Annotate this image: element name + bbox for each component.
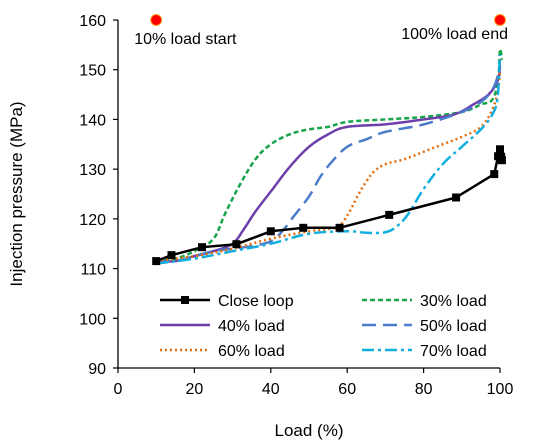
series-line-40pct-load [156, 64, 502, 263]
y-axis-label: Injection pressure (MPa) [7, 101, 26, 286]
x-tick-label-0: 0 [114, 381, 123, 398]
legend-label-70pct-load: 70% load [420, 343, 487, 360]
legend-label-close-loop: Close loop [218, 293, 294, 310]
annotation-marker-0 [150, 14, 163, 26]
data-point-close-loop-3 [232, 240, 241, 249]
data-point-close-loop-9 [490, 170, 499, 179]
x-tick-label-40: 40 [262, 381, 280, 398]
y-tick-label-160: 160 [79, 13, 106, 30]
annotation-label-1: 100% load end [401, 26, 508, 43]
data-point-close-loop-1 [167, 251, 176, 260]
y-tick-label-110: 110 [80, 262, 106, 279]
legend-marker-close-loop [181, 296, 189, 304]
series-line-30pct-load [156, 47, 504, 263]
y-tick-label-100: 100 [79, 311, 106, 328]
x-tick-label-80: 80 [415, 381, 433, 398]
x-tick-label-100: 100 [487, 381, 514, 398]
x-axis-label: Load (%) [275, 421, 344, 440]
annotation-marker-1 [494, 14, 506, 26]
y-tick-label-140: 140 [79, 112, 106, 129]
legend-label-50pct-load: 50% load [420, 318, 487, 335]
x-tick-label-60: 60 [338, 381, 356, 398]
axes-group: 0 20 40 60 80 100 90 100 110 120 130 140 150 160 Load … [7, 13, 513, 440]
legend-label-40pct-load: 40% load [218, 318, 285, 335]
annotations-group: 10% load start 100% load end [134, 14, 508, 48]
data-point-close-loop-5 [299, 223, 308, 232]
x-tick-label-20: 20 [186, 381, 204, 398]
data-point-close-loop-6 [335, 223, 344, 232]
data-point-close-loop-4 [266, 227, 275, 236]
y-tick-label-120: 120 [79, 212, 106, 229]
data-point-close-loop-0 [152, 257, 161, 266]
data-point-close-loop-11 [496, 145, 504, 154]
y-tick-label-130: 130 [79, 162, 106, 179]
legend-group: Close loop 30% load 40% load 50% load 60% lo… [160, 293, 487, 360]
series-line-60pct-load [156, 69, 502, 263]
y-tick-label-150: 150 [79, 63, 106, 80]
data-point-close-loop-8 [452, 193, 461, 202]
series-line-70pct-load [156, 54, 502, 265]
y-tick-label-90: 90 [88, 361, 106, 378]
annotation-label-0: 10% load start [134, 31, 237, 48]
legend-label-60pct-load: 60% load [218, 343, 285, 360]
data-point-close-loop-7 [385, 210, 394, 219]
data-point-close-loop-13 [497, 152, 506, 161]
series-line-50pct-load [156, 59, 502, 263]
series-group [152, 47, 506, 266]
legend-label-30pct-load: 30% load [420, 293, 487, 310]
data-point-close-loop-2 [198, 243, 207, 252]
